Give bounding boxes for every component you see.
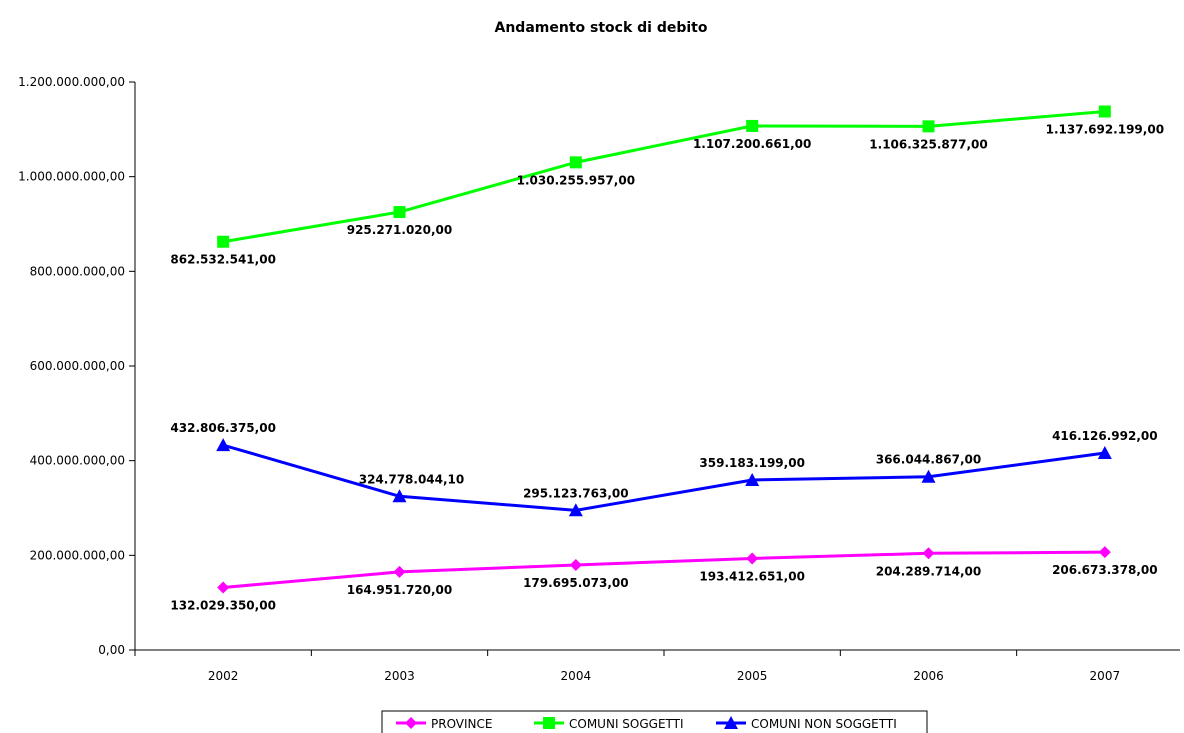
x-tick-label: 2003 [384,669,415,683]
data-point [921,469,936,483]
y-tick-label: 0,00 [98,643,125,657]
data-label: 1.030.255.957,00 [517,173,635,187]
data-label: 324.778.044,10 [359,472,465,486]
data-label: 1.106.325.877,00 [869,137,987,151]
series-group [216,105,1112,594]
data-label: 925.271.020,00 [347,223,453,237]
data-point [569,558,582,571]
data-label: 1.107.200.661,00 [693,137,811,151]
y-tick-label: 1.200.000.000,00 [18,75,125,89]
legend-label: COMUNI NON SOGGETTI [751,717,897,731]
axes: 0,00 200.000.000,00 400.000.000,00 600.000.… [18,75,1180,683]
data-label: 179.695.073,00 [523,576,629,590]
x-tick-label: 2007 [1090,669,1121,683]
legend-box [381,710,928,733]
data-point [1098,105,1111,118]
data-point [217,235,230,248]
data-point [216,438,231,452]
data-point [745,472,760,486]
y-tick-label: 200.000.000,00 [30,548,125,562]
data-point [393,565,406,578]
data-point [1097,446,1112,460]
data-point [1098,546,1111,559]
legend-marker [405,717,417,729]
data-point [569,156,582,169]
data-label: 359.183.199,00 [699,456,805,470]
data-point [746,552,759,565]
y-tick-label: 600.000.000,00 [30,359,125,373]
data-label: 204.289.714,00 [876,564,982,578]
data-point [922,120,935,133]
data-label: 862.532.541,00 [170,253,276,267]
data-label: 193.412.651,00 [699,569,805,583]
y-tick-label: 1.000.000.000,00 [18,170,125,184]
x-tick-label: 2004 [561,669,592,683]
data-label: 295.123.763,00 [523,486,629,500]
legend-marker [543,717,555,729]
data-label: 132.029.350,00 [170,599,276,613]
legend-marker [724,716,738,729]
series-line [223,550,1105,590]
legend-label: COMUNI SOGGETTI [569,717,684,731]
data-label: 366.044.867,00 [876,453,982,467]
data-label: 206.673.378,00 [1052,563,1158,577]
data-point [746,119,759,132]
data-label: 416.126.992,00 [1052,429,1158,443]
data-point [922,547,935,560]
data-point [217,581,230,594]
data-point [392,489,407,503]
data-label: 432.806.375,00 [170,421,276,435]
y-tick-label: 400.000.000,00 [30,454,125,468]
x-tick-label: 2006 [913,669,944,683]
data-point [393,206,406,219]
legend: PROVINCE COMUNI SOGGETTI COMUNI NON SOGGET… [381,710,928,733]
data-point [568,503,583,517]
data-labels: 132.029.350,00 164.951.720,00 179.695.073,… [170,122,1164,612]
y-tick-label: 800.000.000,00 [30,264,125,278]
x-tick-label: 2002 [208,669,239,683]
legend-label: PROVINCE [431,717,493,731]
data-label: 1.137.692.199,00 [1046,122,1164,136]
data-label: 164.951.720,00 [347,583,453,597]
x-tick-label: 2005 [737,669,768,683]
series-line [222,109,1105,244]
chart-title: Andamento stock di debito [495,20,708,36]
series-line [222,443,1106,512]
